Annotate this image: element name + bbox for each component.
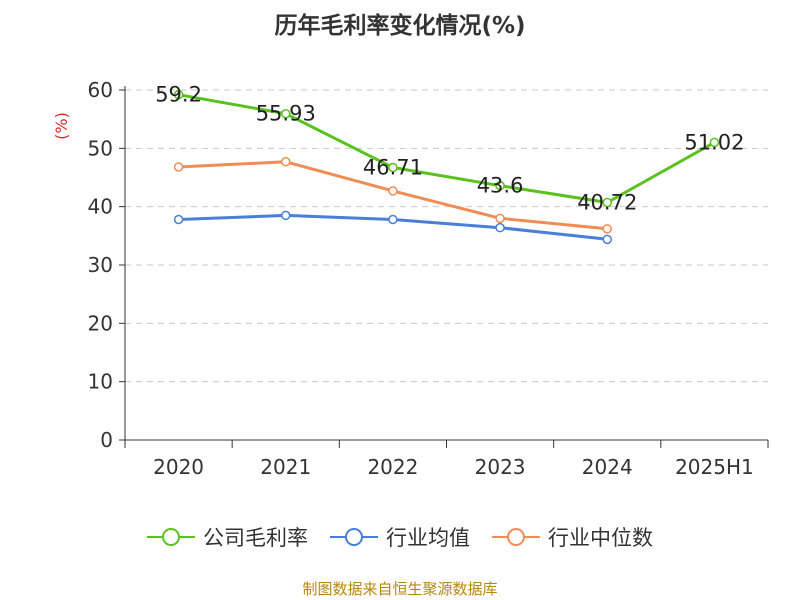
data-point [173, 89, 184, 100]
x-tick-label: 2022 [367, 455, 418, 479]
data-point [709, 137, 720, 148]
chart-title: 历年毛利率变化情况(%) [274, 13, 526, 39]
data-point [388, 162, 398, 173]
data-point [495, 180, 505, 191]
y-tick-label: 0 [100, 428, 113, 452]
data-point [388, 186, 398, 196]
series-lines [173, 89, 720, 245]
data-label: 43.6 [477, 174, 524, 198]
y-tick-label: 40 [88, 195, 113, 219]
legend-marker-icon [330, 526, 378, 548]
y-axis-label: (%) [52, 112, 71, 140]
data-point [173, 214, 184, 225]
legend-marker-icon [492, 526, 540, 548]
legend: 公司毛利率 行业均值 行业中位数 [0, 520, 800, 554]
data-label: 51.02 [684, 130, 744, 154]
y-tick-label: 60 [88, 78, 113, 102]
data-label: 59.2 [155, 83, 202, 107]
x-tick-label: 2020 [153, 455, 204, 479]
grid-lines [125, 89, 768, 383]
legend-item[interactable]: 行业中位数 [492, 522, 653, 552]
data-point [281, 157, 291, 167]
data-point [495, 213, 505, 224]
data-label: 40.72 [577, 190, 637, 214]
legend-marker-icon [147, 526, 195, 548]
data-label: 55.93 [256, 102, 316, 126]
data-point [281, 210, 291, 221]
axes [119, 86, 769, 448]
y-tick-label: 20 [88, 311, 113, 335]
legend-label: 行业中位数 [548, 526, 653, 550]
tick-labels: 0 10 20 30 40 50 60 2020 2021 2022 2023 2024 2025H1 [88, 78, 754, 479]
x-tick-label: 2021 [260, 455, 311, 479]
legend-item[interactable]: 公司毛利率 [147, 522, 308, 552]
data-point [602, 234, 612, 245]
y-tick-label: 10 [88, 370, 113, 394]
legend-item[interactable]: 行业均值 [330, 522, 470, 552]
y-tick-label: 50 [88, 136, 113, 160]
data-point [602, 224, 612, 234]
x-tick-label: 2025H1 [675, 455, 754, 479]
source-note: 制图数据来自恒生聚源数据库 [302, 580, 498, 598]
series-line [177, 93, 716, 204]
data-point [388, 214, 398, 225]
y-tick-label: 30 [88, 253, 113, 277]
x-tick-label: 2023 [475, 455, 526, 479]
data-point [281, 108, 291, 119]
data-point [602, 197, 612, 208]
data-label: 46.71 [363, 156, 423, 180]
data-point [495, 222, 505, 233]
x-tick-label: 2024 [582, 455, 633, 479]
legend-label: 公司毛利率 [203, 526, 308, 550]
legend-label: 行业均值 [386, 526, 470, 550]
data-labels: 59.2 55.93 46.71 43.6 40.72 51.02 [155, 83, 744, 215]
data-point [173, 162, 184, 172]
